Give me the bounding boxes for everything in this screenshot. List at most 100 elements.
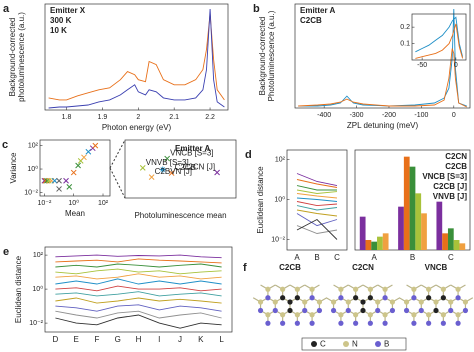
series-line <box>55 291 222 297</box>
bar <box>436 201 443 250</box>
point-label: C2BVN [J] <box>155 167 192 176</box>
bar <box>421 213 427 250</box>
legend-entry: 10 K <box>50 26 67 35</box>
atom <box>448 299 454 305</box>
x-tick-label: C <box>448 253 454 262</box>
x-tick-label: B <box>410 253 415 262</box>
series-line <box>296 225 338 234</box>
x-tick-label: I <box>158 335 160 344</box>
atom <box>426 286 432 292</box>
panel-label: b <box>253 3 260 15</box>
legend-entry: C <box>320 340 326 349</box>
x-tick-label: D <box>52 335 58 344</box>
atom <box>280 312 286 318</box>
atom <box>360 307 366 314</box>
x-tick-label: -300 <box>350 112 364 119</box>
x-tick-label: 10⁰ <box>68 199 79 207</box>
atom <box>338 320 344 326</box>
y-tick-label: 10⁻² <box>271 236 285 243</box>
plot-frame <box>294 3 471 109</box>
atom <box>302 307 308 314</box>
atom <box>353 320 359 326</box>
atom <box>455 295 461 301</box>
x-tick-label: G <box>115 335 121 344</box>
legend-entry: N <box>352 340 358 349</box>
atom <box>272 299 278 305</box>
atom <box>411 312 417 318</box>
bar <box>403 156 410 250</box>
atom <box>280 286 286 292</box>
panel-label: a <box>3 3 10 15</box>
atom <box>455 312 461 318</box>
atom <box>309 312 315 318</box>
x-tick-label: E <box>73 335 78 344</box>
scatter-point <box>56 186 62 192</box>
atom <box>418 299 424 305</box>
x-tick-label: -200 <box>382 112 396 119</box>
atom <box>338 295 344 301</box>
atom <box>382 286 388 292</box>
y-axis-label: Variance <box>9 152 18 184</box>
atom <box>309 295 315 301</box>
series-line <box>55 285 222 292</box>
scatter-point <box>70 169 77 176</box>
series-line <box>296 209 338 217</box>
atom <box>272 307 278 314</box>
series-line <box>298 48 467 108</box>
x-tick-label: -400 <box>317 112 331 119</box>
x-tick-label: L <box>219 335 224 344</box>
series-line <box>48 14 225 101</box>
plot-frame <box>124 139 237 199</box>
atom <box>448 307 454 314</box>
series-line <box>55 310 222 319</box>
atom <box>440 320 446 326</box>
atom <box>389 307 396 314</box>
lattice <box>252 284 328 326</box>
atom <box>338 312 344 318</box>
atom <box>403 307 410 314</box>
series-line <box>55 278 222 285</box>
legend-box <box>301 337 407 351</box>
legend-entry: C2CB <box>445 162 467 171</box>
bar <box>359 216 366 250</box>
scatter-point <box>66 184 73 190</box>
atom <box>338 286 344 292</box>
atom <box>294 286 300 292</box>
bar <box>409 166 416 250</box>
y-axis-label: Background-corrected <box>258 17 267 96</box>
atom <box>440 312 446 318</box>
series-line <box>296 193 338 199</box>
atom <box>280 320 286 326</box>
y-tick-label: 10⁰ <box>274 195 285 203</box>
x-tick-label: A <box>294 253 300 262</box>
lattice-title: C2CB <box>279 263 301 272</box>
atom <box>411 320 417 326</box>
scatter-point <box>92 142 99 149</box>
y-tick-label: 0.1 <box>400 40 410 47</box>
scatter-point <box>45 177 52 184</box>
lattice-title: C2CN <box>352 263 374 272</box>
point-label: C2CN [J] <box>183 163 215 172</box>
x-tick-label: 10⁻² <box>38 200 52 207</box>
legend-entry: Emitter A <box>300 6 335 15</box>
atom <box>257 307 264 314</box>
series-line <box>296 218 338 240</box>
scatter-point <box>164 155 171 162</box>
atom <box>330 299 337 305</box>
x-tick-label: 1.9 <box>98 114 108 121</box>
x-tick-label: 0 <box>454 62 458 69</box>
scatter-point <box>214 169 220 176</box>
atom <box>287 307 293 314</box>
y-axis-label: Euclidean distance <box>14 255 23 323</box>
bar <box>415 193 422 250</box>
atom <box>375 307 381 314</box>
legend-dot <box>311 341 317 347</box>
point-label: VNVB [S=3] <box>146 158 189 167</box>
panel-label: d <box>245 149 252 161</box>
series-line <box>55 263 222 268</box>
atom <box>367 320 373 326</box>
scatter-point <box>63 177 69 184</box>
atom <box>418 307 424 314</box>
scatter-point <box>168 170 175 176</box>
